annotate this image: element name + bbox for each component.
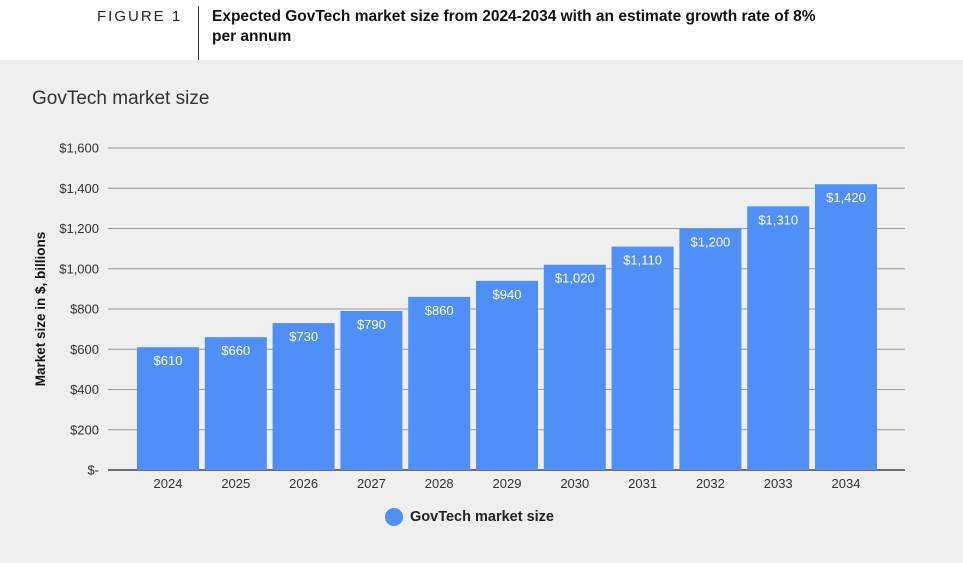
bar bbox=[137, 347, 199, 470]
bar bbox=[204, 337, 267, 470]
x-axis-ticks: 2024 2025 2026 2027 2028 2029 2030 2031 2032 2033… bbox=[154, 476, 861, 491]
x-tick-label: 2028 bbox=[425, 476, 454, 491]
bar bbox=[543, 264, 606, 470]
figure-header: FIGURE 1 Expected GovTech market size fr… bbox=[0, 0, 963, 60]
chart-title: GovTech market size bbox=[32, 88, 210, 109]
x-tick-label: 2026 bbox=[289, 476, 318, 491]
bar-value-label: $1,110 bbox=[623, 253, 662, 268]
bar-value-label: $1,420 bbox=[826, 190, 866, 205]
bar bbox=[815, 184, 877, 470]
legend-label: GovTech market size bbox=[410, 509, 554, 525]
x-tick-label: 2029 bbox=[493, 476, 522, 491]
y-tick-label: $1,000 bbox=[59, 261, 99, 276]
bar-value-label: $940 bbox=[493, 287, 522, 302]
x-tick-label: 2033 bbox=[764, 476, 793, 491]
bar bbox=[340, 311, 403, 470]
y-tick-label: $800 bbox=[70, 302, 99, 317]
bar bbox=[747, 206, 810, 471]
figure-divider bbox=[198, 6, 199, 60]
x-tick-label: 2030 bbox=[560, 476, 589, 491]
bar-value-label: $610 bbox=[154, 353, 183, 368]
bar bbox=[476, 280, 538, 470]
bar-value-label: $860 bbox=[425, 303, 454, 318]
bar bbox=[408, 296, 471, 470]
figure-label: FIGURE 1 bbox=[97, 8, 183, 25]
y-tick-label: $400 bbox=[70, 382, 99, 397]
bar bbox=[611, 246, 674, 470]
bars: $610 $660 $730 $790 $860 $940 $1,020 $1,110 $1,2… bbox=[137, 184, 877, 471]
bar bbox=[272, 323, 335, 470]
x-tick-label: 2034 bbox=[832, 476, 861, 491]
legend: GovTech market size bbox=[385, 508, 554, 526]
x-tick-label: 2024 bbox=[154, 476, 183, 491]
y-tick-label: $1,200 bbox=[59, 221, 99, 236]
legend-swatch bbox=[385, 508, 403, 526]
bar-value-label: $730 bbox=[289, 329, 318, 344]
x-tick-label: 2027 bbox=[357, 476, 386, 491]
bar-value-label: $660 bbox=[221, 343, 250, 358]
bar-value-label: $790 bbox=[357, 317, 386, 332]
y-tick-label: $1,600 bbox=[59, 141, 99, 156]
bar bbox=[679, 228, 742, 470]
y-tick-label: $1,400 bbox=[59, 181, 99, 196]
x-tick-label: 2025 bbox=[221, 476, 250, 491]
bar-value-label: $1,310 bbox=[758, 212, 798, 227]
bar-value-label: $1,200 bbox=[691, 235, 731, 250]
y-axis-ticks: $- $200 $400 $600 $800 $1,000 $1,200 $1,400 $1,6… bbox=[59, 141, 99, 478]
x-tick-label: 2032 bbox=[696, 476, 725, 491]
y-axis-label: Market size in $, billions bbox=[33, 232, 48, 387]
x-tick-label: 2031 bbox=[628, 476, 657, 491]
y-tick-label: $600 bbox=[70, 342, 99, 357]
bar-value-label: $1,020 bbox=[555, 271, 595, 286]
y-tick-label: $- bbox=[87, 463, 99, 478]
figure-title: Expected GovTech market size from 2024-2… bbox=[212, 8, 816, 45]
y-tick-label: $200 bbox=[70, 422, 99, 437]
